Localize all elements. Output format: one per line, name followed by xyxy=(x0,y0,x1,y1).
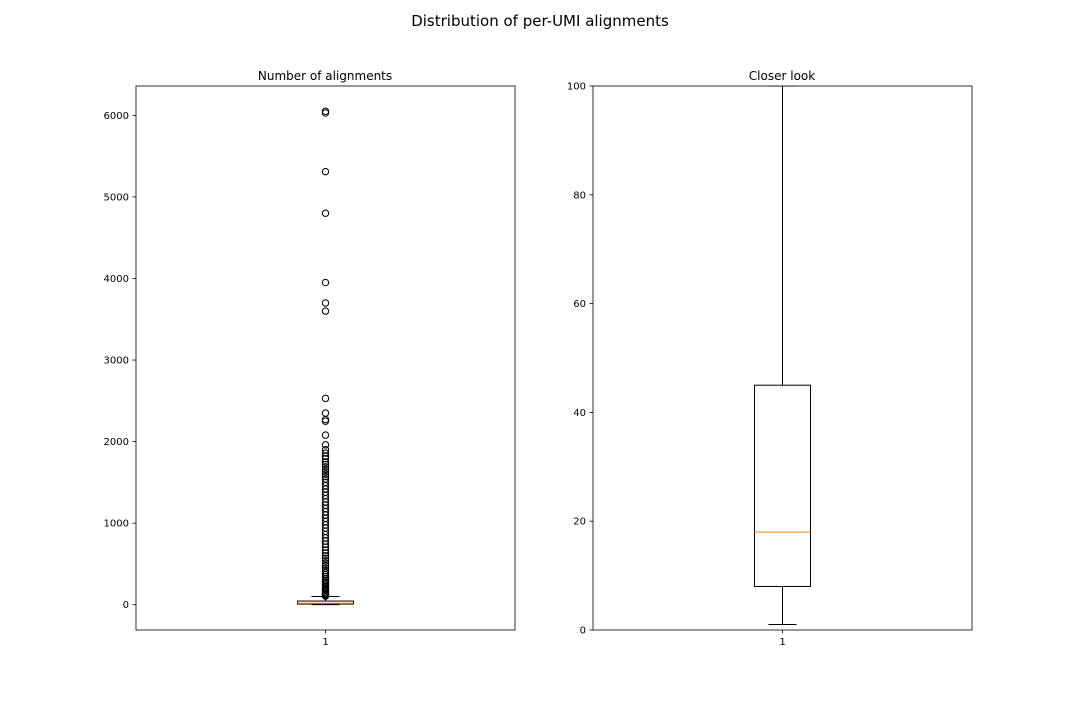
outlier-point xyxy=(321,561,330,570)
y-tick-label: 20 xyxy=(573,517,586,528)
outlier-point xyxy=(321,472,330,481)
outlier-point xyxy=(321,446,330,454)
box-plot-closer-look: Closer look 0 20 40 60 80 100 1 xyxy=(567,69,973,648)
plot-area xyxy=(297,107,354,606)
outlier-point xyxy=(321,556,330,565)
axes-title: Closer look xyxy=(749,69,815,83)
outlier-point xyxy=(321,470,330,478)
outlier-point xyxy=(321,566,330,575)
iqr-box xyxy=(754,384,811,587)
outlier-point xyxy=(321,475,330,483)
outlier-point xyxy=(321,458,330,466)
outlier-point xyxy=(321,431,330,439)
y-tick-label: 80 xyxy=(573,190,586,201)
y-tick-label: 3000 xyxy=(104,356,129,367)
axes-title: Number of alignments xyxy=(258,69,392,83)
outlier-point xyxy=(321,409,330,417)
box-plot-number-of-alignments: Number of alignments 0 1000 2000 3000 4000 50… xyxy=(104,69,516,648)
outlier-point xyxy=(321,307,330,315)
outlier-point xyxy=(321,460,330,469)
y-tick-label: 40 xyxy=(573,408,586,419)
outlier-point xyxy=(321,564,330,572)
outlier-point xyxy=(321,554,330,562)
iqr-box xyxy=(297,600,354,605)
y-tick-label: 60 xyxy=(573,299,586,310)
outlier-point xyxy=(321,209,330,217)
y-tick-label: 100 xyxy=(567,82,586,93)
outlier-point xyxy=(321,468,330,476)
y-tick-label: 0 xyxy=(123,600,129,611)
outlier-point xyxy=(321,559,330,567)
figure-title: Distribution of per-UMI alignments xyxy=(411,12,669,30)
outlier-point xyxy=(321,441,330,449)
y-tick-label: 5000 xyxy=(104,192,129,203)
outlier-point xyxy=(321,478,330,487)
outlier-point xyxy=(321,546,330,554)
outlier-point xyxy=(321,167,330,176)
x-tick-label: 1 xyxy=(322,637,328,648)
axes-frame xyxy=(135,85,516,631)
outlier-point xyxy=(321,568,330,577)
outlier-point xyxy=(321,278,330,287)
outlier-point xyxy=(321,455,330,463)
outlier-point xyxy=(321,299,330,307)
y-tick-label: 2000 xyxy=(104,437,129,448)
y-tick-label: 4000 xyxy=(104,274,129,285)
y-tick-label: 0 xyxy=(580,626,586,637)
outlier-point xyxy=(321,549,330,557)
outlier-point xyxy=(321,394,330,403)
outlier-point xyxy=(321,552,330,560)
y-tick-label: 1000 xyxy=(104,519,129,530)
y-tick-label: 6000 xyxy=(104,111,129,122)
x-tick-label: 1 xyxy=(779,637,785,648)
outlier-point xyxy=(321,449,330,457)
outlier-point xyxy=(321,463,330,471)
outlier-point xyxy=(321,107,330,115)
plot-area xyxy=(754,86,811,626)
outlier-point xyxy=(321,465,330,474)
